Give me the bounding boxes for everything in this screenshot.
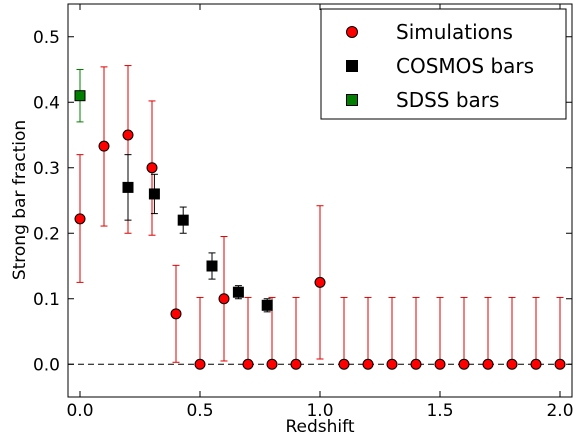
cosmos-bars-point <box>148 188 160 200</box>
simulations-point <box>194 358 206 370</box>
cosmos-bars-point <box>261 299 273 311</box>
sdss-bars-point <box>74 90 86 102</box>
simulations-point <box>74 213 86 225</box>
legend-marker-simulations <box>346 26 358 38</box>
y-tick-label: 0.5 <box>33 28 60 48</box>
y-tick-label: 0.1 <box>33 290 60 310</box>
x-tick-label: 0.0 <box>66 401 93 421</box>
simulations-point <box>530 358 542 370</box>
y-axis-title: Strong bar fraction <box>10 120 30 280</box>
y-tick-label: 0.2 <box>33 224 60 244</box>
x-tick-label: 1.0 <box>306 401 333 421</box>
simulations-point <box>458 358 470 370</box>
x-axis-title: Redshift <box>285 417 354 437</box>
simulations-point <box>290 358 302 370</box>
simulations-point <box>338 358 350 370</box>
y-tick-label: 0.4 <box>33 93 60 113</box>
simulations-point <box>434 358 446 370</box>
legend-box <box>320 8 567 120</box>
marker-layer <box>74 90 566 370</box>
simulations-point <box>362 358 374 370</box>
simulations-point <box>218 293 230 305</box>
simulations-point <box>506 358 518 370</box>
simulations-point <box>410 358 422 370</box>
simulations-point <box>386 358 398 370</box>
simulations-point <box>314 276 326 288</box>
legend-marker-sdss <box>346 94 358 106</box>
simulations-point <box>146 162 158 174</box>
legend-label-simulations: Simulations <box>396 20 513 44</box>
legend-label-sdss: SDSS bars <box>396 88 499 112</box>
cosmos-bars-point <box>232 286 244 298</box>
simulations-point <box>242 358 254 370</box>
x-tick-label: 2.0 <box>546 401 573 421</box>
x-tick-label: 0.5 <box>186 401 213 421</box>
y-tick-label: 0.3 <box>33 159 60 179</box>
simulations-point <box>98 140 110 152</box>
legend-label-cosmos: COSMOS bars <box>396 54 534 78</box>
tick-layer: 0.0 0.5 1.0 1.5 2.0 0.0 0.1 0.2 0.3 0.4 0.5 <box>33 4 574 421</box>
cosmos-bars-point <box>206 260 218 272</box>
simulations-point <box>170 308 182 320</box>
legend: Simulations COSMOS bars SDSS bars <box>320 8 567 120</box>
simulations-point <box>482 358 494 370</box>
simulations-point <box>122 129 134 141</box>
x-tick-label: 1.5 <box>426 401 453 421</box>
legend-marker-cosmos <box>346 60 358 72</box>
y-tick-label: 0.0 <box>33 355 60 375</box>
cosmos-bars-point <box>122 181 134 193</box>
simulations-point <box>554 358 566 370</box>
simulations-point <box>266 358 278 370</box>
cosmos-bars-point <box>177 214 189 226</box>
